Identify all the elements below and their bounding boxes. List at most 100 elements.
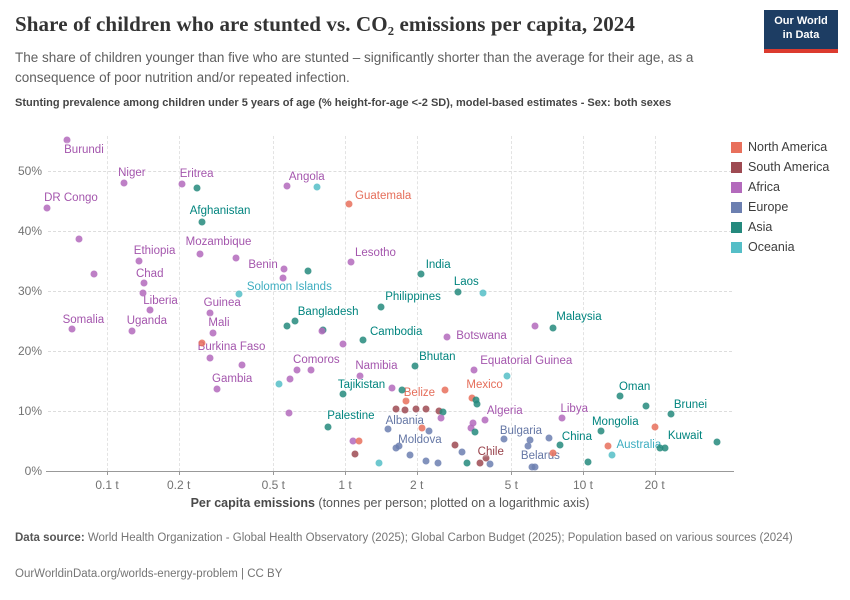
data-point-australia[interactable] xyxy=(608,451,616,459)
data-point[interactable] xyxy=(283,322,291,330)
data-point[interactable] xyxy=(349,437,357,445)
data-point[interactable] xyxy=(439,408,447,416)
data-point[interactable] xyxy=(75,235,83,243)
data-point[interactable] xyxy=(471,428,479,436)
data-point[interactable] xyxy=(486,460,494,468)
data-point[interactable] xyxy=(293,366,301,374)
data-point[interactable] xyxy=(531,322,539,330)
data-point-gambia[interactable] xyxy=(213,385,221,393)
data-point-philippines[interactable] xyxy=(377,303,385,311)
data-point[interactable] xyxy=(412,405,420,413)
data-point[interactable] xyxy=(451,441,459,449)
data-point-kuwait[interactable] xyxy=(713,438,721,446)
data-point-bangladesh[interactable] xyxy=(291,317,299,325)
data-point-solomon-islands[interactable] xyxy=(235,290,243,298)
data-point-guatemala[interactable] xyxy=(345,200,353,208)
data-point-lesotho[interactable] xyxy=(347,258,355,266)
data-point[interactable] xyxy=(375,459,383,467)
data-point-afghanistan[interactable] xyxy=(198,218,206,226)
data-point[interactable] xyxy=(545,434,553,442)
data-point[interactable] xyxy=(463,459,471,467)
legend-item-oceania[interactable]: Oceania xyxy=(731,240,829,254)
data-point[interactable] xyxy=(388,384,396,392)
data-point[interactable] xyxy=(232,254,240,262)
data-point-benin[interactable] xyxy=(280,265,288,273)
data-point-guinea[interactable] xyxy=(206,309,214,317)
data-point[interactable] xyxy=(422,405,430,413)
data-point[interactable] xyxy=(193,184,201,192)
data-point[interactable] xyxy=(437,414,445,422)
data-point-mozambique[interactable] xyxy=(196,250,204,258)
data-point-libya[interactable] xyxy=(558,414,566,422)
data-point-somalia[interactable] xyxy=(68,325,76,333)
data-point-mexico[interactable] xyxy=(468,394,476,402)
data-point[interactable] xyxy=(531,463,539,471)
data-point-burundi[interactable] xyxy=(63,136,71,144)
data-point[interactable] xyxy=(425,427,433,435)
data-point-malaysia[interactable] xyxy=(549,324,557,332)
data-point-chile[interactable] xyxy=(482,454,490,462)
data-point[interactable] xyxy=(275,380,283,388)
data-point[interactable] xyxy=(473,400,481,408)
legend-item-asia[interactable]: Asia xyxy=(731,220,829,234)
data-point-cambodia[interactable] xyxy=(359,336,367,344)
data-point-botswana[interactable] xyxy=(443,333,451,341)
data-point[interactable] xyxy=(524,442,532,450)
data-point[interactable] xyxy=(286,375,294,383)
data-point-palestine[interactable] xyxy=(324,423,332,431)
data-point[interactable] xyxy=(395,442,403,450)
data-point[interactable] xyxy=(584,458,592,466)
data-point[interactable] xyxy=(285,409,293,417)
data-point[interactable] xyxy=(198,339,206,347)
data-point[interactable] xyxy=(422,457,430,465)
data-point[interactable] xyxy=(476,459,484,467)
data-point-ethiopia[interactable] xyxy=(135,257,143,265)
data-point-burkina-faso[interactable] xyxy=(206,354,214,362)
data-point-india[interactable] xyxy=(417,270,425,278)
legend-item-europe[interactable]: Europe xyxy=(731,200,829,214)
data-point[interactable] xyxy=(238,361,246,369)
data-point-angola[interactable] xyxy=(283,182,291,190)
data-point[interactable] xyxy=(500,435,508,443)
data-point-niger[interactable] xyxy=(120,179,128,187)
data-point-comoros[interactable] xyxy=(307,366,315,374)
owid-logo[interactable]: Our World in Data xyxy=(764,10,838,53)
data-point-liberia[interactable] xyxy=(146,306,154,314)
data-point-tajikistan[interactable] xyxy=(339,390,347,398)
data-point[interactable] xyxy=(398,386,406,394)
data-point-namibia[interactable] xyxy=(356,372,364,380)
data-point[interactable] xyxy=(651,423,659,431)
data-point[interactable] xyxy=(304,267,312,275)
data-point[interactable] xyxy=(406,451,414,459)
data-point-mongolia[interactable] xyxy=(597,427,605,435)
data-point[interactable] xyxy=(469,419,477,427)
legend-item-africa[interactable]: Africa xyxy=(731,180,829,194)
data-point[interactable] xyxy=(90,270,98,278)
legend-item-north-america[interactable]: North America xyxy=(731,140,829,154)
data-point[interactable] xyxy=(435,407,443,415)
data-point-mali[interactable] xyxy=(209,329,217,337)
data-point[interactable] xyxy=(604,442,612,450)
data-point[interactable] xyxy=(472,396,480,404)
data-point[interactable] xyxy=(139,289,146,297)
data-point[interactable] xyxy=(339,340,347,348)
data-point[interactable] xyxy=(656,444,664,452)
citation-line[interactable]: OurWorldinData.org/worlds-energy-problem… xyxy=(15,568,283,580)
data-point[interactable] xyxy=(418,424,426,432)
data-point-bhutan[interactable] xyxy=(411,362,419,370)
data-point[interactable] xyxy=(661,444,669,452)
data-point-equatorial-guinea[interactable] xyxy=(470,366,478,374)
data-point[interactable] xyxy=(467,424,475,432)
data-point-laos[interactable] xyxy=(454,288,462,296)
data-point[interactable] xyxy=(441,386,449,394)
data-point[interactable] xyxy=(355,437,363,445)
data-point[interactable] xyxy=(503,372,511,380)
data-point[interactable] xyxy=(279,274,287,282)
data-point[interactable] xyxy=(318,327,326,335)
data-point[interactable] xyxy=(351,450,359,458)
data-point-brunei[interactable] xyxy=(667,410,675,418)
data-point-uganda[interactable] xyxy=(128,327,136,335)
data-point-oman[interactable] xyxy=(616,392,624,400)
data-point[interactable] xyxy=(392,405,400,413)
data-point[interactable] xyxy=(313,183,321,191)
